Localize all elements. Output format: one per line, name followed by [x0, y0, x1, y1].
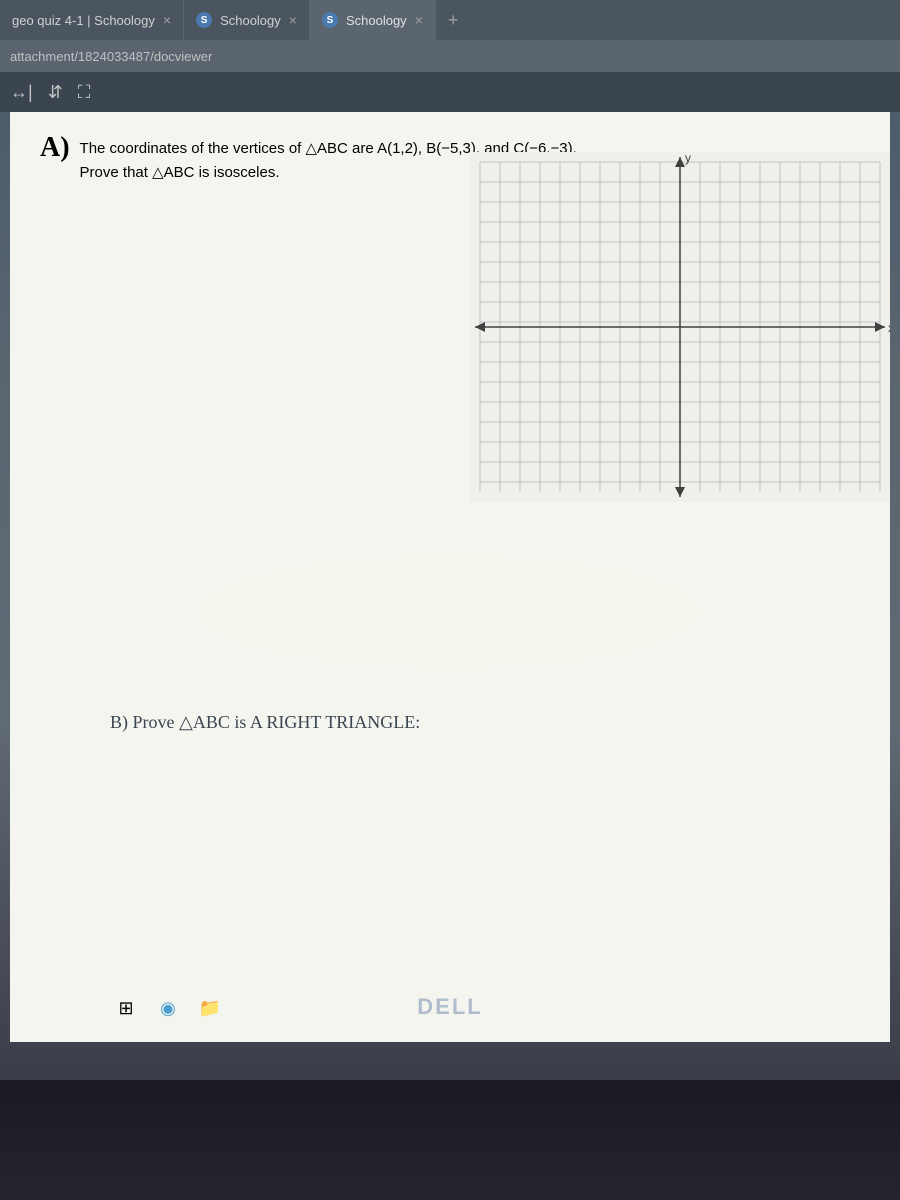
close-icon[interactable]: × [289, 12, 297, 28]
dell-logo: DELL [417, 994, 482, 1020]
schoology-favicon-icon: S [196, 12, 212, 28]
tab-geo-quiz[interactable]: geo quiz 4-1 | Schoology × [0, 0, 184, 40]
file-explorer-icon[interactable]: 📁 [194, 992, 226, 1024]
fullscreen-icon[interactable]: ⛶ [78, 82, 91, 103]
new-tab-button[interactable]: + [436, 10, 471, 31]
screen-glare [10, 512, 890, 712]
x-axis-label: x [888, 321, 890, 335]
problem-b-text: B) Prove △ABC is A RIGHT TRIANGLE: [110, 712, 420, 732]
problem-b: B) Prove △ABC is A RIGHT TRIANGLE: [110, 712, 420, 733]
chrome-icon[interactable] [236, 992, 268, 1024]
tab-schoology-active[interactable]: S Schoology × [310, 0, 436, 40]
tab-title: Schoology [220, 13, 281, 28]
document-page: A) The coordinates of the vertices of △A… [10, 112, 890, 1042]
fit-width-icon[interactable]: ↔| [10, 82, 33, 103]
browser-tab-bar: geo quiz 4-1 | Schoology × S Schoology ×… [0, 0, 900, 40]
close-icon[interactable]: × [163, 12, 171, 28]
problem-a-label: A) [40, 132, 70, 164]
schoology-favicon-icon: S [322, 12, 338, 28]
edge-icon[interactable]: ◉ [152, 992, 184, 1024]
tab-title: Schoology [346, 13, 407, 28]
docviewer-toolbar: ↔| ⇵ ⛶ [0, 72, 900, 112]
tab-title: geo quiz 4-1 | Schoology [12, 13, 155, 28]
problem-a-line2: Prove that △ABC is isosceles. [80, 164, 280, 181]
monitor-bezel [0, 1080, 900, 1200]
address-bar[interactable]: attachment/1824033487/docviewer [0, 40, 900, 72]
close-icon[interactable]: × [415, 12, 423, 28]
y-axis-label: y [685, 152, 691, 165]
tab-schoology-1[interactable]: S Schoology × [184, 0, 310, 40]
windows-taskbar: ⊞ ◉ 📁 [110, 992, 268, 1024]
url-text: attachment/1824033487/docviewer [10, 49, 212, 64]
coordinate-grid: x y [470, 152, 890, 502]
taskview-icon[interactable]: ⊞ [110, 992, 142, 1024]
fit-height-icon[interactable]: ⇵ [48, 82, 63, 103]
